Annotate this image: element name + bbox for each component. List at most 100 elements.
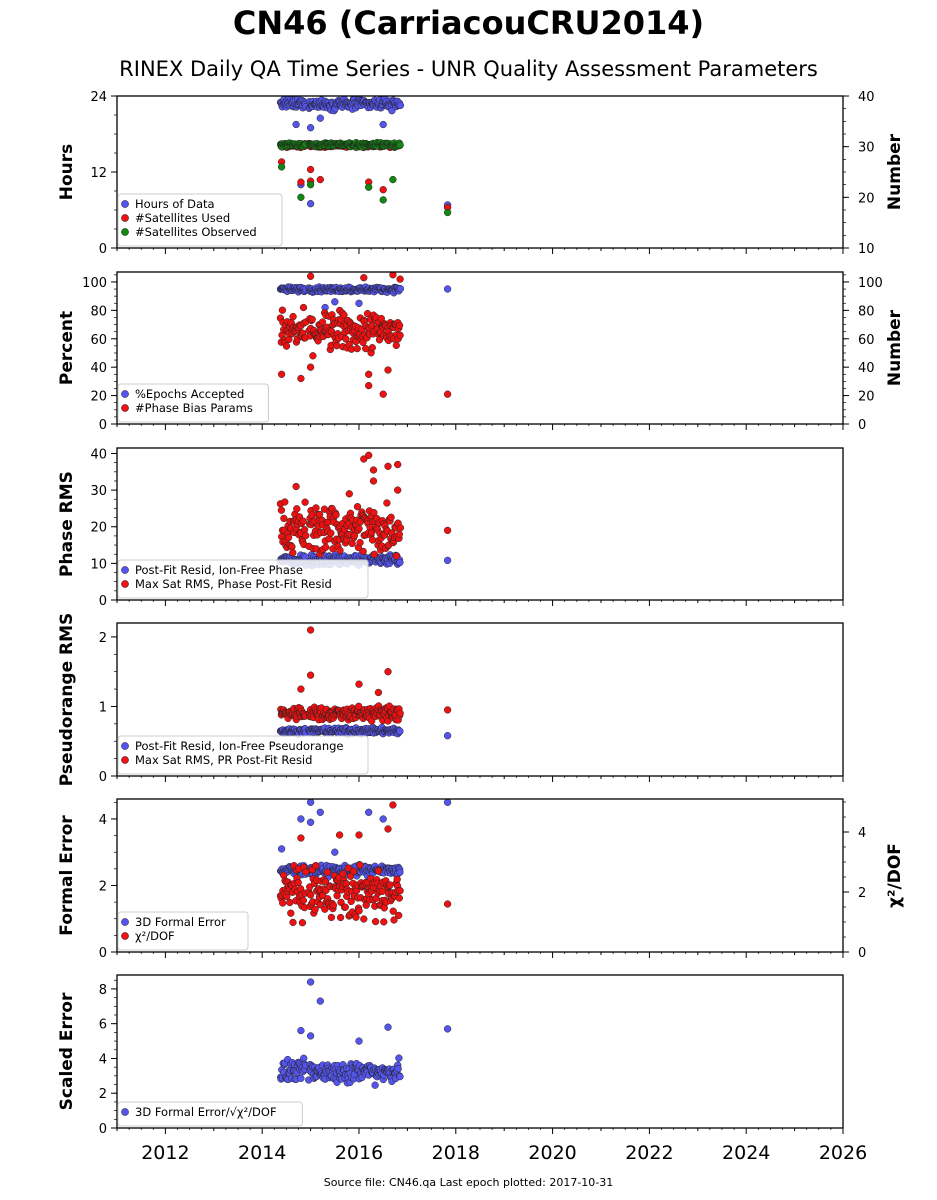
y-right-tick-label: 20 (858, 191, 875, 206)
figure-subtitle: RINEX Daily QA Time Series - UNR Quality… (119, 57, 818, 81)
legend-entry: Post-Fit Resid, Ion-Free Pseudorange (135, 739, 343, 753)
y-right-tick-label: 80 (858, 304, 875, 319)
panel-points (276, 451, 452, 570)
data-point (394, 460, 402, 469)
data-point (306, 272, 315, 280)
data-point (368, 344, 376, 352)
y-tick-label: 0 (99, 770, 107, 785)
y-tick-label: 24 (90, 90, 107, 105)
data-point (278, 306, 287, 314)
y-tick-label: 0 (99, 946, 107, 961)
y-tick-label: 80 (90, 304, 107, 319)
data-point (281, 498, 289, 506)
data-point (443, 1025, 452, 1033)
data-point (392, 341, 400, 350)
data-point (316, 114, 324, 122)
data-point (356, 538, 364, 547)
data-point (365, 183, 373, 191)
data-point (378, 887, 386, 896)
legend-entry: Post-Fit Resid, Ion-Free Phase (135, 563, 303, 577)
data-point (336, 913, 345, 922)
data-point (396, 141, 404, 149)
data-point (379, 196, 387, 204)
data-point (379, 120, 387, 129)
legend-entry: χ²/DOF (135, 929, 175, 943)
data-point (300, 526, 309, 534)
data-point (309, 352, 317, 360)
data-point (306, 363, 315, 371)
data-point (389, 801, 397, 809)
legend: %Epochs Accepted#Phase Bias Params (117, 383, 269, 423)
data-point (301, 498, 309, 506)
data-point (297, 834, 305, 842)
data-point (395, 1054, 403, 1062)
data-point (393, 875, 401, 883)
legend-marker (121, 390, 129, 398)
data-point (306, 799, 315, 806)
legend: 3D Formal Error/√χ²/DOF (117, 1101, 303, 1127)
data-point (443, 390, 452, 398)
data-point (395, 530, 403, 538)
data-point (321, 905, 329, 913)
data-point (352, 913, 360, 921)
data-point (443, 799, 452, 806)
data-point (306, 818, 315, 826)
data-point (306, 124, 315, 132)
legend-marker (121, 1108, 129, 1116)
legend-marker (121, 404, 129, 412)
legend-box (117, 911, 249, 951)
data-point (323, 868, 332, 876)
legend: Post-Fit Resid, Ion-Free PseudorangeMax … (117, 735, 369, 775)
data-point (342, 335, 350, 343)
data-point (386, 881, 394, 889)
data-point (344, 864, 352, 872)
x-tick-label: 2022 (625, 1142, 673, 1164)
legend-marker (121, 918, 129, 926)
data-point (360, 274, 368, 282)
figure-title: CN46 (CarriacouCRU2014) (232, 4, 705, 42)
data-point (337, 898, 345, 906)
y-axis-label: Scaled Error (57, 992, 77, 1110)
source-footnote: Source file: CN46.qa Last epoch plotted:… (323, 1176, 614, 1189)
data-point (368, 536, 377, 544)
data-point (389, 272, 397, 279)
data-point (374, 867, 383, 875)
y-right-tick-label: 30 (858, 141, 875, 156)
data-point (384, 462, 392, 470)
data-point (369, 466, 378, 474)
data-point (355, 907, 363, 915)
data-point (280, 514, 288, 523)
data-point (379, 390, 387, 398)
data-point (396, 285, 405, 293)
data-point (396, 331, 404, 339)
y-tick-label: 20 (90, 390, 107, 405)
y-tick-label: 60 (90, 333, 107, 348)
data-point (345, 490, 353, 498)
y-right-tick-label: 20 (858, 390, 875, 405)
legend-box (117, 1101, 303, 1127)
data-point (394, 1065, 402, 1073)
data-point (370, 509, 378, 517)
series-4-1 (276, 723, 452, 740)
data-point (379, 815, 387, 823)
data-point (379, 186, 387, 194)
data-point (443, 556, 452, 565)
y-tick-label: 0 (99, 1122, 107, 1137)
data-point (371, 917, 380, 926)
data-point (321, 878, 330, 886)
y-right-axis-label: Number (885, 133, 905, 210)
data-point (320, 505, 329, 513)
legend-box (117, 383, 269, 423)
data-point (396, 727, 404, 735)
data-point (333, 342, 341, 350)
data-point (332, 511, 340, 519)
data-point (306, 1032, 315, 1040)
y-right-tick-label: 40 (858, 361, 875, 376)
data-point (311, 905, 319, 914)
y-axis-label: Hours (57, 144, 77, 201)
data-point (306, 671, 315, 679)
y-tick-label: 2 (99, 631, 107, 646)
data-point (370, 550, 379, 558)
